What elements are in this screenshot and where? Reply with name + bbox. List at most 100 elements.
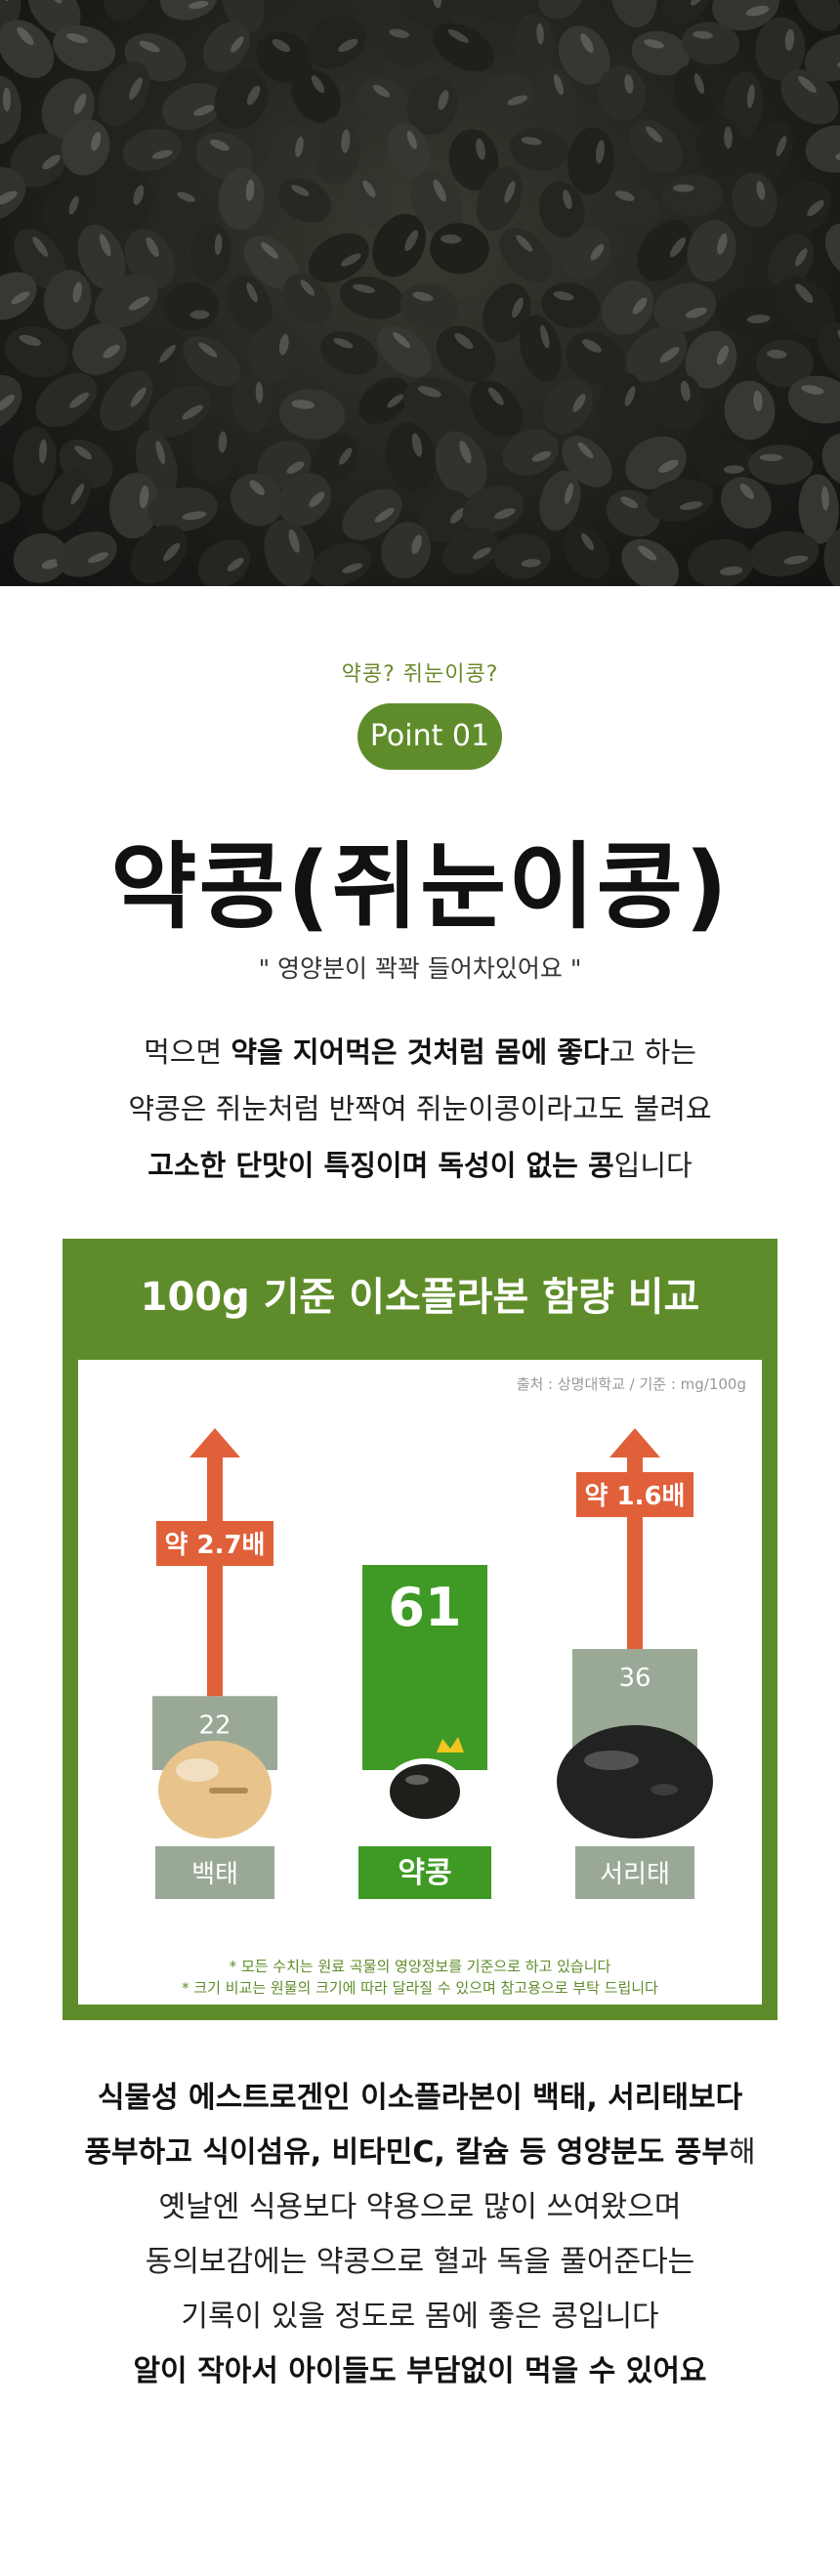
bean-shape	[628, 119, 683, 173]
bottom-line-4: 동의보감에는 약콩으로 혈과 독을 풀어준다는	[145, 2245, 695, 2279]
bean-shape	[780, 68, 839, 125]
kicker-text: 약콩? 쥐눈이콩?	[341, 662, 499, 687]
bean-shape	[5, 325, 69, 378]
bean-shape	[13, 532, 68, 583]
bean-shape	[602, 279, 654, 335]
bean-shape	[543, 378, 593, 435]
bean-shape	[661, 174, 724, 217]
bean-shape	[462, 485, 525, 533]
intro-text: 먹으면 약을 지어먹은 것처럼 몸에 좋다고 하는 약콩은 쥐눈처럼 반짝여 쥐…	[0, 1024, 840, 1194]
bean-shape	[381, 522, 432, 579]
bean-shape	[248, 321, 299, 383]
bean-shape	[357, 77, 410, 126]
chart-note-1: * 모든 수치는 원료 곡물의 영양정보를 기준으로 하고 있습니다	[229, 1958, 611, 1975]
bean-shape	[602, 182, 659, 232]
bean-shape	[343, 173, 392, 227]
chart-note-2: * 크기 비교는 원물의 크기에 따라 달라질 수 있으며 참고용으로 부탁 드…	[182, 1979, 658, 1997]
category-box-2	[575, 1846, 694, 1899]
bean-shape	[825, 223, 840, 279]
bean-shape	[147, 486, 218, 532]
bean-shape	[756, 339, 814, 388]
bean-shape	[283, 273, 332, 325]
bean-shape	[104, 0, 152, 21]
bean-shape	[541, 282, 600, 328]
bean-shape	[264, 519, 315, 586]
bean-shape	[513, 13, 555, 74]
bean-shape	[0, 374, 22, 431]
bean-shape	[711, 0, 779, 31]
chart-source: 출처 : 상명대학교 / 기준 : mg/100g	[516, 1375, 746, 1393]
black-beans-photo	[0, 0, 840, 586]
bean-shape	[342, 488, 402, 541]
bean-shape	[231, 473, 283, 527]
bean-shape	[818, 321, 840, 384]
bean-shape	[290, 0, 342, 25]
bean-shape	[13, 426, 57, 496]
bean-shape	[308, 232, 369, 283]
subtitle: " 영양분이 꽉꽉 들어차있어요 "	[258, 954, 582, 983]
category-label-0: 백태	[191, 1860, 238, 1889]
bean-shape	[61, 119, 110, 176]
isoflavone-chart-card: 100g 기준 이소플라본 함량 비교 22 백태 약 2.7배 61 약콩 36 서리태 약…	[63, 1239, 777, 2020]
bean-shape	[793, 0, 840, 32]
bean-shape	[625, 325, 688, 382]
chart-area: 22 백태 약 2.7배 61 약콩 36 서리태 약 1.6배 출처 : 상명대학교 / 기…	[78, 1360, 762, 2005]
page-title: 약콩(쥐눈이콩)	[110, 832, 730, 942]
category-label-1: 약콩	[398, 1856, 451, 1890]
bean-shape	[312, 116, 361, 185]
bean-shape	[537, 0, 586, 20]
bean-shape	[696, 115, 744, 180]
bar-chart: 22 백태 약 2.7배 61 약콩 36 서리태 약 1.6배	[152, 1428, 713, 1899]
bean-shape	[0, 0, 21, 29]
bean-shape	[41, 184, 87, 237]
bottom-description: 식물성 에스트로겐인 이소플라본이 백태, 서리태보다 풍부하고 식이섬유, 비…	[0, 2071, 840, 2399]
multiplier-badge-0	[156, 1521, 273, 1566]
bean-shape	[767, 233, 815, 288]
bean-shape	[509, 128, 568, 171]
bean-shape	[404, 0, 454, 37]
bean-shape	[410, 170, 463, 236]
bean-shape	[567, 127, 614, 194]
bean-shape	[0, 480, 21, 527]
bean-shape	[311, 542, 372, 586]
bean-shape	[688, 538, 754, 586]
bean-shape	[402, 377, 472, 428]
bean-shape	[606, 489, 660, 537]
bean-shape	[695, 439, 754, 485]
bean-shape	[406, 76, 458, 136]
bean-shape	[558, 25, 610, 85]
bean-shape	[376, 325, 432, 378]
bean-shape	[53, 24, 116, 72]
bean-shape	[291, 68, 341, 123]
bean-shape	[747, 444, 814, 486]
bean-shape	[804, 34, 840, 82]
bean-shape	[129, 328, 183, 385]
bean-shape	[311, 433, 358, 486]
chart-bar-1	[362, 1565, 487, 1770]
bean-shape	[100, 370, 153, 431]
point-badge: Point 01	[357, 703, 502, 770]
bean-shape	[749, 530, 819, 577]
bean-shape	[231, 371, 273, 434]
bean-shape	[0, 272, 37, 320]
bean-shape	[305, 16, 366, 69]
bean-shape	[798, 474, 839, 544]
arrow-up-icon	[189, 1428, 240, 1457]
bottom-line-2: 풍부하고 식이섬유, 비타민C, 칼슘 등 영양분도 풍부해	[84, 2135, 756, 2170]
bean-shape	[652, 371, 704, 431]
bean-shape	[470, 0, 534, 24]
bean-shape	[538, 182, 585, 238]
bean-shape	[339, 276, 404, 319]
bean-shape	[476, 166, 523, 232]
bean-shape	[821, 432, 840, 486]
bean-shape	[732, 172, 777, 228]
bean-shape	[0, 167, 26, 223]
bean-shape	[385, 422, 437, 492]
multiplier-badge-2	[576, 1472, 693, 1517]
bean-shape	[203, 21, 250, 72]
bean-shape	[610, 0, 657, 28]
bean-shape	[483, 283, 531, 343]
bean-shape	[0, 75, 21, 145]
bean-shape	[277, 178, 332, 223]
bean-shape	[448, 129, 499, 191]
